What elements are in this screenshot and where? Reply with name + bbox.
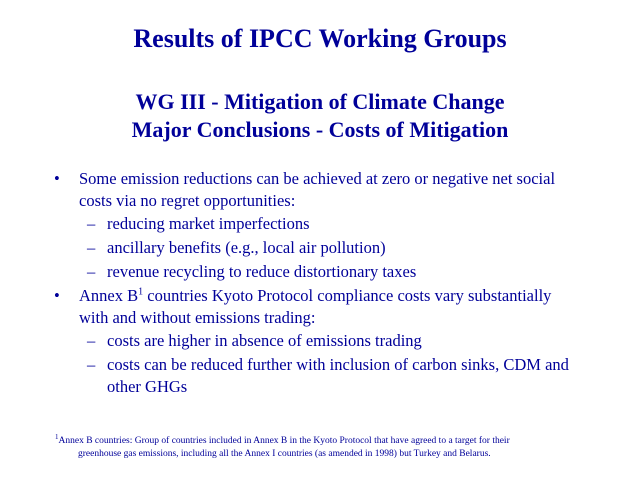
bullet-text: Some emission reductions can be achieved… <box>79 169 556 210</box>
sub-bullet-text: ancillary benefits (e.g., local air poll… <box>107 238 386 257</box>
dash-icon: – <box>87 262 96 281</box>
footnote-line-2: greenhouse gas emissions, including all … <box>78 449 491 459</box>
sub-bullet-item: – costs are higher in absence of emissio… <box>79 330 587 352</box>
footnote: 1Annex B countries: Group of countries i… <box>55 432 595 461</box>
dash-icon: – <box>87 214 96 233</box>
bullet-text-rest: countries Kyoto Protocol compliance cost… <box>79 286 552 327</box>
footnote-reference: 1 <box>138 286 144 298</box>
slide-subtitle: WG III - Mitigation of Climate Change Ma… <box>0 88 640 144</box>
footnote-marker: 1 <box>55 432 59 441</box>
sub-bullet-text: revenue recycling to reduce distortionar… <box>107 262 417 281</box>
sub-bullet-list: – costs are higher in absence of emissio… <box>79 330 579 398</box>
dash-icon: – <box>87 355 96 374</box>
bullet-icon: • <box>54 169 60 188</box>
dash-icon: – <box>87 238 96 257</box>
sub-bullet-text: costs can be reduced further with inclus… <box>107 355 569 396</box>
bullet-text-start: Annex B <box>79 286 139 305</box>
footnote-line-1: Annex B countries: Group of countries in… <box>58 436 510 446</box>
sub-bullet-item: – revenue recycling to reduce distortion… <box>79 261 587 283</box>
slide-title: Results of IPCC Working Groups <box>133 24 507 53</box>
dash-icon: – <box>87 331 96 350</box>
bullet-list: • Some emission reductions can be achiev… <box>0 168 640 400</box>
bullet-icon: • <box>54 286 60 305</box>
sub-bullet-item: – costs can be reduced further with incl… <box>79 354 587 398</box>
subtitle-line-2: Major Conclusions - Costs of Mitigation <box>131 117 509 142</box>
bullet-item: • Annex B1 countries Kyoto Protocol comp… <box>0 285 579 398</box>
sub-bullet-list: – reducing market imperfections – ancill… <box>79 213 579 283</box>
sub-bullet-text: costs are higher in absence of emissions… <box>107 331 422 350</box>
sub-bullet-item: – ancillary benefits (e.g., local air po… <box>79 237 587 259</box>
sub-bullet-item: – reducing market imperfections <box>79 213 587 235</box>
bullet-item: • Some emission reductions can be achiev… <box>0 168 579 283</box>
subtitle-line-1: WG III - Mitigation of Climate Change <box>135 89 505 114</box>
sub-bullet-text: reducing market imperfections <box>107 214 310 233</box>
